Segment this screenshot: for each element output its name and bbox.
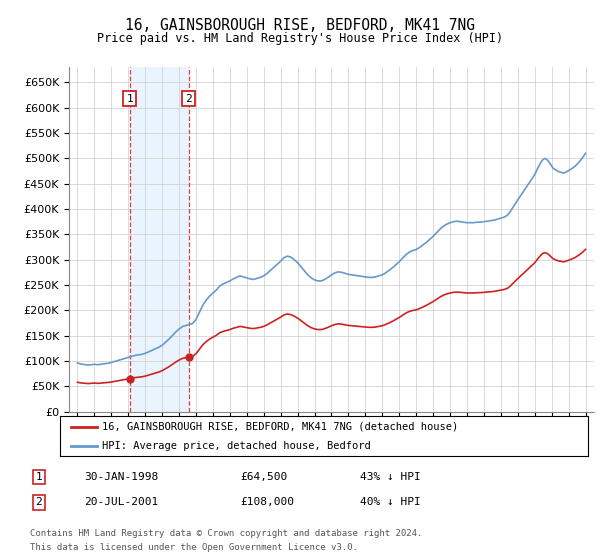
Text: 16, GAINSBOROUGH RISE, BEDFORD, MK41 7NG: 16, GAINSBOROUGH RISE, BEDFORD, MK41 7NG bbox=[125, 18, 475, 33]
Text: 20-JUL-2001: 20-JUL-2001 bbox=[84, 497, 158, 507]
Text: £108,000: £108,000 bbox=[240, 497, 294, 507]
Text: £64,500: £64,500 bbox=[240, 472, 287, 482]
Text: 43% ↓ HPI: 43% ↓ HPI bbox=[360, 472, 421, 482]
Text: 16, GAINSBOROUGH RISE, BEDFORD, MK41 7NG (detached house): 16, GAINSBOROUGH RISE, BEDFORD, MK41 7NG… bbox=[102, 422, 458, 432]
Text: 2: 2 bbox=[35, 497, 43, 507]
Text: 40% ↓ HPI: 40% ↓ HPI bbox=[360, 497, 421, 507]
Text: 1: 1 bbox=[35, 472, 43, 482]
Text: 2: 2 bbox=[185, 94, 192, 104]
Text: Contains HM Land Registry data © Crown copyright and database right 2024.: Contains HM Land Registry data © Crown c… bbox=[30, 529, 422, 538]
Text: Price paid vs. HM Land Registry's House Price Index (HPI): Price paid vs. HM Land Registry's House … bbox=[97, 32, 503, 45]
Bar bbox=[130, 67, 188, 412]
Text: This data is licensed under the Open Government Licence v3.0.: This data is licensed under the Open Gov… bbox=[30, 543, 358, 552]
Text: HPI: Average price, detached house, Bedford: HPI: Average price, detached house, Bedf… bbox=[102, 441, 371, 450]
Text: 1: 1 bbox=[126, 94, 133, 104]
Text: 30-JAN-1998: 30-JAN-1998 bbox=[84, 472, 158, 482]
